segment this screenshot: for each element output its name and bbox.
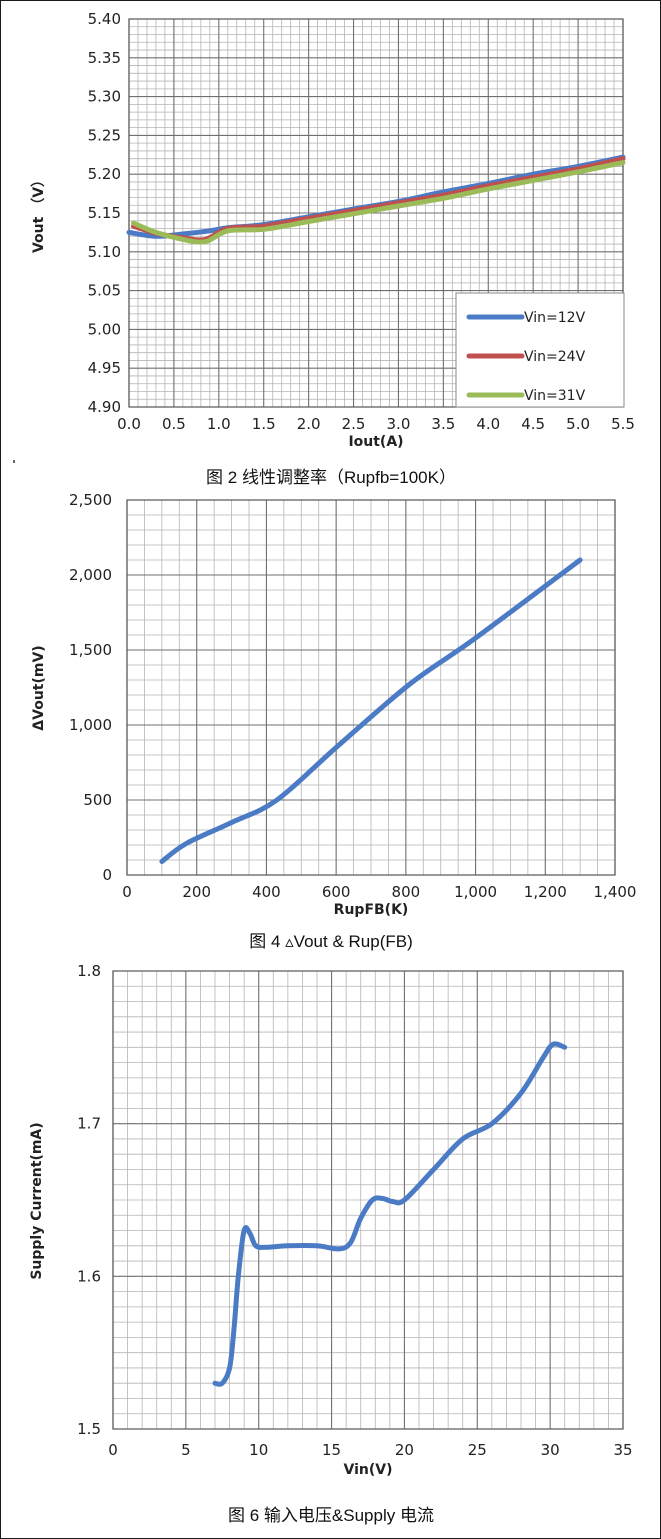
x-axis-title: RupFB(K) (334, 902, 409, 918)
x-tick-label: 1.5 (252, 415, 276, 433)
y-tick-label: 4.90 (88, 398, 121, 416)
x-tick-label: 15 (322, 1441, 341, 1459)
y-tick-label: 5.35 (88, 49, 121, 67)
y-tick-label: 500 (83, 791, 112, 809)
x-tick-label: 2.0 (297, 415, 321, 433)
y-tick-label: 5.00 (88, 320, 121, 338)
figure-line-regulation: 0.0 0.5 1.0 1.5 2.0 2.5 3.0 3.5 4.0 4.5 5.0 5.5 5.40… (13, 10, 635, 487)
figure-supply-current-vs-vin: 0 5 10 15 20 25 30 35 1.8 1.7 1.6 1.5 Vin(V) Supply C… (29, 962, 633, 1525)
y-axis-title: Vout （V） (31, 173, 47, 253)
x-tick-label: 1,000 (454, 883, 497, 901)
y-tick-label: 4.95 (88, 359, 121, 377)
y-tick-label: 1.7 (77, 1115, 101, 1133)
x-tick-label: 0.5 (162, 415, 186, 433)
y-axis-title: Supply Current(mA) (29, 1122, 45, 1279)
x-axis-title: Iout(A) (348, 434, 403, 450)
x-tick-label: 200 (182, 883, 211, 901)
y-tick-label: 5.15 (88, 204, 121, 222)
y-axis-title: ΔVout(mV) (31, 645, 47, 730)
stray-dot (13, 460, 15, 463)
y-tick-label: 5.40 (88, 10, 121, 28)
x-tick-label: 4.5 (521, 415, 545, 433)
plot-border (126, 499, 616, 876)
legend-label: Vin=31V (524, 388, 586, 404)
y-tick-label: 0 (102, 866, 112, 884)
x-tick-label: 4.0 (476, 415, 500, 433)
x-tick-label: 3.5 (431, 415, 455, 433)
x-tick-label: 3.0 (387, 415, 411, 433)
y-tick-label: 5.30 (88, 88, 121, 106)
x-tick-label: 5.0 (566, 415, 590, 433)
x-tick-label: 800 (392, 883, 421, 901)
x-tick-label: 2.5 (342, 415, 366, 433)
x-tick-label: 1.0 (207, 415, 231, 433)
y-tick-label: 5.05 (88, 282, 121, 300)
series-line-0 (159, 557, 583, 864)
x-tick-label: 600 (322, 883, 351, 901)
y-tick-label: 5.10 (88, 243, 121, 261)
figure-caption: 图 2 线性调整率（Rupfb=100K） (206, 468, 456, 487)
x-tick-label: 1,200 (524, 883, 567, 901)
legend-label: Vin=12V (524, 310, 586, 326)
x-tick-label: 1,400 (594, 883, 637, 901)
figure-caption: 图 6 输入电压&Supply 电流 (228, 1506, 434, 1525)
x-tick-label: 0 (108, 1441, 118, 1459)
x-tick-label: 400 (252, 883, 281, 901)
plot-border (128, 18, 624, 408)
y-tick-label: 1.8 (77, 962, 101, 980)
y-tick-label: 1.5 (77, 1420, 101, 1438)
x-tick-label: 25 (468, 1441, 487, 1459)
y-tick-label: 5.20 (88, 165, 121, 183)
x-tick-label: 30 (541, 1441, 560, 1459)
x-axis-title: Vin(V) (344, 1462, 393, 1478)
x-tick-label: 10 (249, 1441, 268, 1459)
y-tick-label: 5.25 (88, 126, 121, 144)
figure-delta-vout-vs-rupfb: 0 200 400 600 800 1,000 1,200 1,400 2,500 2,000 1,… (31, 491, 636, 951)
x-tick-label: 5.5 (611, 415, 635, 433)
y-tick-label: 1,500 (69, 641, 112, 659)
figure-caption: 图 4 ▵Vout & Rup(FB) (249, 932, 412, 951)
legend-box (455, 292, 625, 408)
x-tick-label: 0.0 (117, 415, 141, 433)
plot-border (112, 970, 624, 1430)
x-tick-label: 20 (395, 1441, 414, 1459)
legend-label: Vin=24V (524, 349, 586, 365)
x-tick-label: 35 (613, 1441, 632, 1459)
y-tick-label: 2,500 (69, 491, 112, 509)
x-tick-label: 5 (181, 1441, 191, 1459)
series-line-0 (212, 1041, 568, 1387)
y-tick-label: 1.6 (77, 1267, 101, 1285)
x-tick-label: 0 (122, 883, 132, 901)
y-tick-label: 2,000 (69, 566, 112, 584)
y-tick-label: 1,000 (69, 716, 112, 734)
series-line-2 (131, 160, 626, 245)
